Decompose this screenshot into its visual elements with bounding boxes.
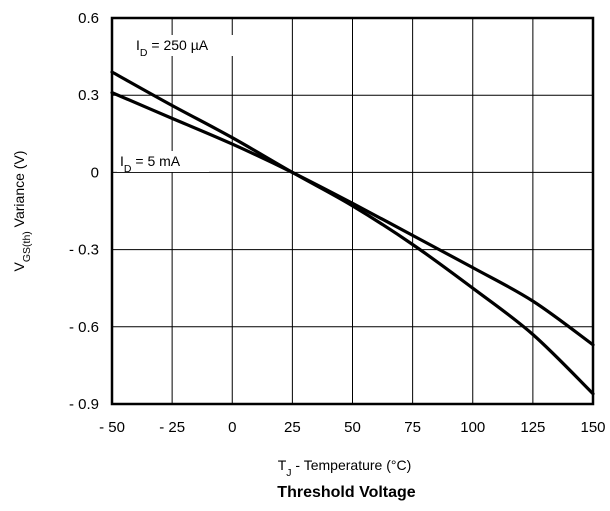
series-label-bg bbox=[133, 35, 243, 56]
y-tick-label: 0.6 bbox=[78, 10, 99, 27]
chart-title: Threshold Voltage bbox=[277, 484, 415, 501]
series-label-id-5ma: ID = 5 mA bbox=[120, 153, 181, 175]
y-tick-label: - 0.6 bbox=[69, 319, 99, 336]
series-line-id-250ua bbox=[110, 70, 595, 396]
x-tick-label: - 50 bbox=[99, 419, 125, 436]
x-tick-label: 125 bbox=[520, 419, 545, 436]
x-axis-label: TJ - Temperature (°C) bbox=[278, 457, 412, 479]
y-tick-label: - 0.3 bbox=[69, 242, 99, 259]
series-line-id-5ma bbox=[110, 91, 595, 347]
x-tick-label: 100 bbox=[460, 419, 485, 436]
x-tick-label: 75 bbox=[404, 419, 421, 436]
x-tick-label: 25 bbox=[284, 419, 301, 436]
x-tick-label: 0 bbox=[228, 419, 236, 436]
x-tick-label: 50 bbox=[344, 419, 361, 436]
y-tick-label: 0.3 bbox=[78, 87, 99, 104]
series-label-id-250ua: ID = 250 µA bbox=[136, 37, 209, 59]
series-label-bg bbox=[117, 151, 209, 172]
x-tick-label: 150 bbox=[580, 419, 605, 436]
x-tick-label: - 25 bbox=[159, 419, 185, 436]
y-axis-label: VGS(th) Variance (V) bbox=[11, 151, 33, 272]
y-tick-label: - 0.9 bbox=[69, 396, 99, 413]
y-tick-label: 0 bbox=[91, 164, 99, 181]
